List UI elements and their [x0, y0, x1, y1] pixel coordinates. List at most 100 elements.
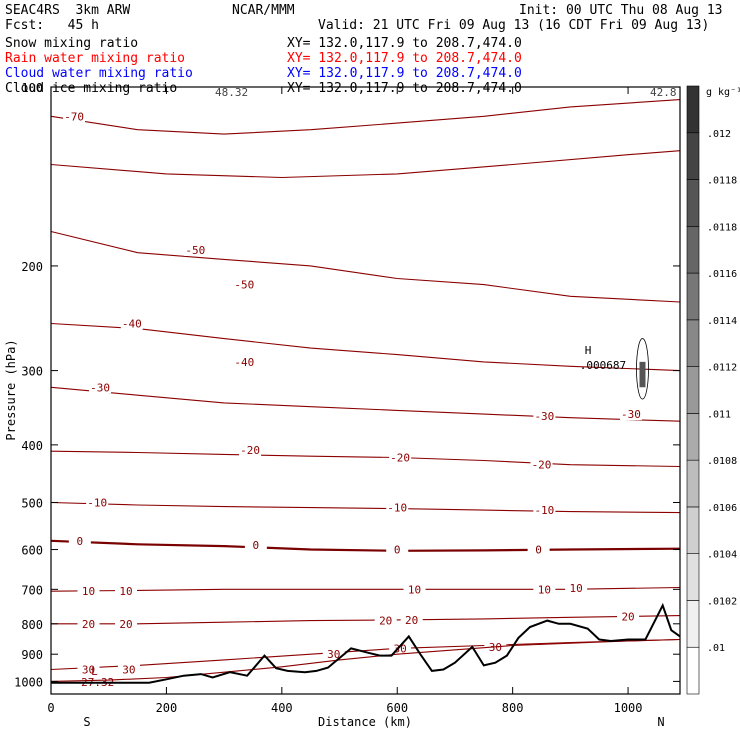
isotherm-label-bg	[117, 663, 140, 676]
isotherm-label: -10	[87, 496, 107, 509]
y-axis-label: Pressure (hPa)	[4, 339, 18, 440]
isotherm-label-bg	[115, 585, 138, 598]
isotherm-line	[50, 539, 681, 552]
isotherm-label-bg	[63, 110, 86, 123]
isotherm-label-bg	[400, 613, 423, 626]
isotherm-label-bg	[374, 614, 397, 627]
y-tick-label: 200	[21, 260, 43, 274]
isotherm-label-bg	[233, 355, 256, 368]
isotherm-label-bg	[77, 617, 100, 630]
isotherm-label-bg	[527, 543, 550, 556]
legend-xy-snow: XY= 132.0,117.9 to 208.7,474.0	[287, 36, 522, 51]
plot-area: -70 -50 -50 -40 -40 -30 -30 -30 -20 -20 -20 -10 -10 -…	[50, 99, 681, 689]
isotherm-label: 10	[408, 583, 421, 596]
isotherm-label: 30	[82, 664, 95, 677]
isotherm-label: 30	[122, 664, 135, 677]
colorbar-swatch	[686, 506, 700, 554]
isotherm-line	[50, 501, 681, 514]
y-tick-label: 500	[21, 496, 43, 510]
x-tick-label: 600	[386, 701, 408, 715]
isotherm-label-bg	[239, 443, 262, 456]
x-tick-label: 800	[502, 701, 524, 715]
isotherm-label-bg	[530, 458, 553, 471]
isotherm-label: 0	[535, 544, 542, 557]
colorbar-swatch	[686, 366, 700, 414]
isotherm-label: 20	[82, 618, 95, 631]
isotherm-label: -40	[122, 318, 142, 331]
isotherm-label: -10	[387, 502, 407, 515]
isotherm-line	[50, 638, 681, 682]
y-tick-label: 300	[21, 365, 43, 379]
isotherm-label-bg	[184, 243, 207, 256]
x-tick-label: 0	[47, 701, 54, 715]
isotherm-label: 10	[538, 583, 551, 596]
terrain-line	[51, 602, 681, 684]
x-axis-label: Distance (km)	[318, 715, 412, 729]
top-annotation-right: 42.8	[650, 86, 677, 99]
isotherm-label-bg	[86, 496, 109, 509]
isotherm-label: 20	[379, 615, 392, 628]
isotherm-label-bg	[533, 583, 556, 596]
colorbar-tick-label: .0112	[707, 363, 737, 374]
legend-label-cloud-water: Cloud water mixing ratio	[5, 66, 193, 81]
isotherm-line	[50, 450, 681, 468]
isotherm-label: -20	[240, 444, 260, 457]
legend-label-rain: Rain water mixing ratio	[5, 51, 186, 66]
y-tick-label: 800	[21, 618, 43, 632]
isotherm-label: 30	[489, 641, 502, 654]
isotherm-label: 0	[394, 544, 401, 557]
colorbar-tick-label: .0106	[707, 503, 737, 514]
y-tick-label: 100	[21, 81, 43, 95]
isotherm-label: 10	[82, 585, 95, 598]
isotherm-label-bg	[77, 585, 100, 598]
center-name: NCAR/MMM	[232, 3, 295, 18]
colorbar-tick-label: .0102	[707, 596, 737, 607]
colorbar-tick-label: .01	[707, 643, 725, 654]
colorbar-tick-label: .012	[707, 129, 731, 140]
high-marker-value: .000687	[580, 359, 626, 372]
isotherm-label: -50	[185, 244, 205, 257]
isotherm-label-bg	[244, 539, 267, 552]
isotherm-label-bg	[89, 381, 112, 394]
y-tick-label: 900	[21, 648, 43, 662]
init-time: Init: 00 UTC Thu 08 Aug 13	[519, 3, 723, 18]
isotherm-label: 20	[119, 618, 132, 631]
isotherm-label: 0	[253, 539, 260, 552]
isotherm-line	[50, 322, 681, 372]
legend-label-snow: Snow mixing ratio	[5, 36, 139, 51]
isotherm-label: -40	[234, 356, 254, 369]
x-tick-label: 1000	[614, 701, 643, 715]
valid-time: Valid: 21 UTC Fri 09 Aug 13 (16 CDT Fri …	[318, 18, 710, 33]
isotherm-label: 30	[393, 642, 406, 655]
isotherm-label-bg	[619, 408, 642, 421]
colorbar-swatch	[686, 132, 700, 180]
isotherm-label-bg	[617, 610, 640, 623]
isotherm-label: -30	[90, 381, 110, 394]
low-marker-symbol: L	[91, 665, 98, 678]
colorbar-tick-label: .0118	[707, 222, 737, 233]
isotherm-label-bg	[68, 534, 91, 547]
colorbar-tick-label: .0108	[707, 456, 737, 467]
colorbar-swatch	[686, 85, 700, 134]
cloud-ice-contour	[636, 338, 649, 400]
isotherm-label-bg	[533, 504, 556, 517]
model-title: SEAC4RS 3km ARW	[5, 3, 131, 18]
isotherm-label: 30	[327, 648, 340, 661]
isotherm-line	[50, 586, 681, 592]
colorbar-swatch	[686, 646, 700, 695]
plot-frame	[50, 86, 681, 695]
isotherm-label-bg	[77, 663, 100, 676]
isotherm-label: -70	[64, 110, 84, 123]
legend-xy-cloud-water: XY= 132.0,117.9 to 208.7,474.0	[287, 66, 522, 81]
colorbar-swatch	[686, 319, 700, 367]
x-end-label-south: S	[83, 715, 90, 729]
colorbar-tick-label: .0116	[707, 269, 737, 280]
isotherm-line	[50, 638, 681, 671]
colorbar-swatch	[686, 553, 700, 601]
isotherm-label-bg	[386, 501, 409, 514]
isotherm-label: -10	[534, 504, 554, 517]
y-tick-label: 700	[21, 583, 43, 597]
isotherm-label-bg	[120, 317, 143, 330]
axes: 48.32 42.81002003004005006007008009001000…	[4, 81, 681, 729]
isotherm-line	[50, 99, 681, 135]
